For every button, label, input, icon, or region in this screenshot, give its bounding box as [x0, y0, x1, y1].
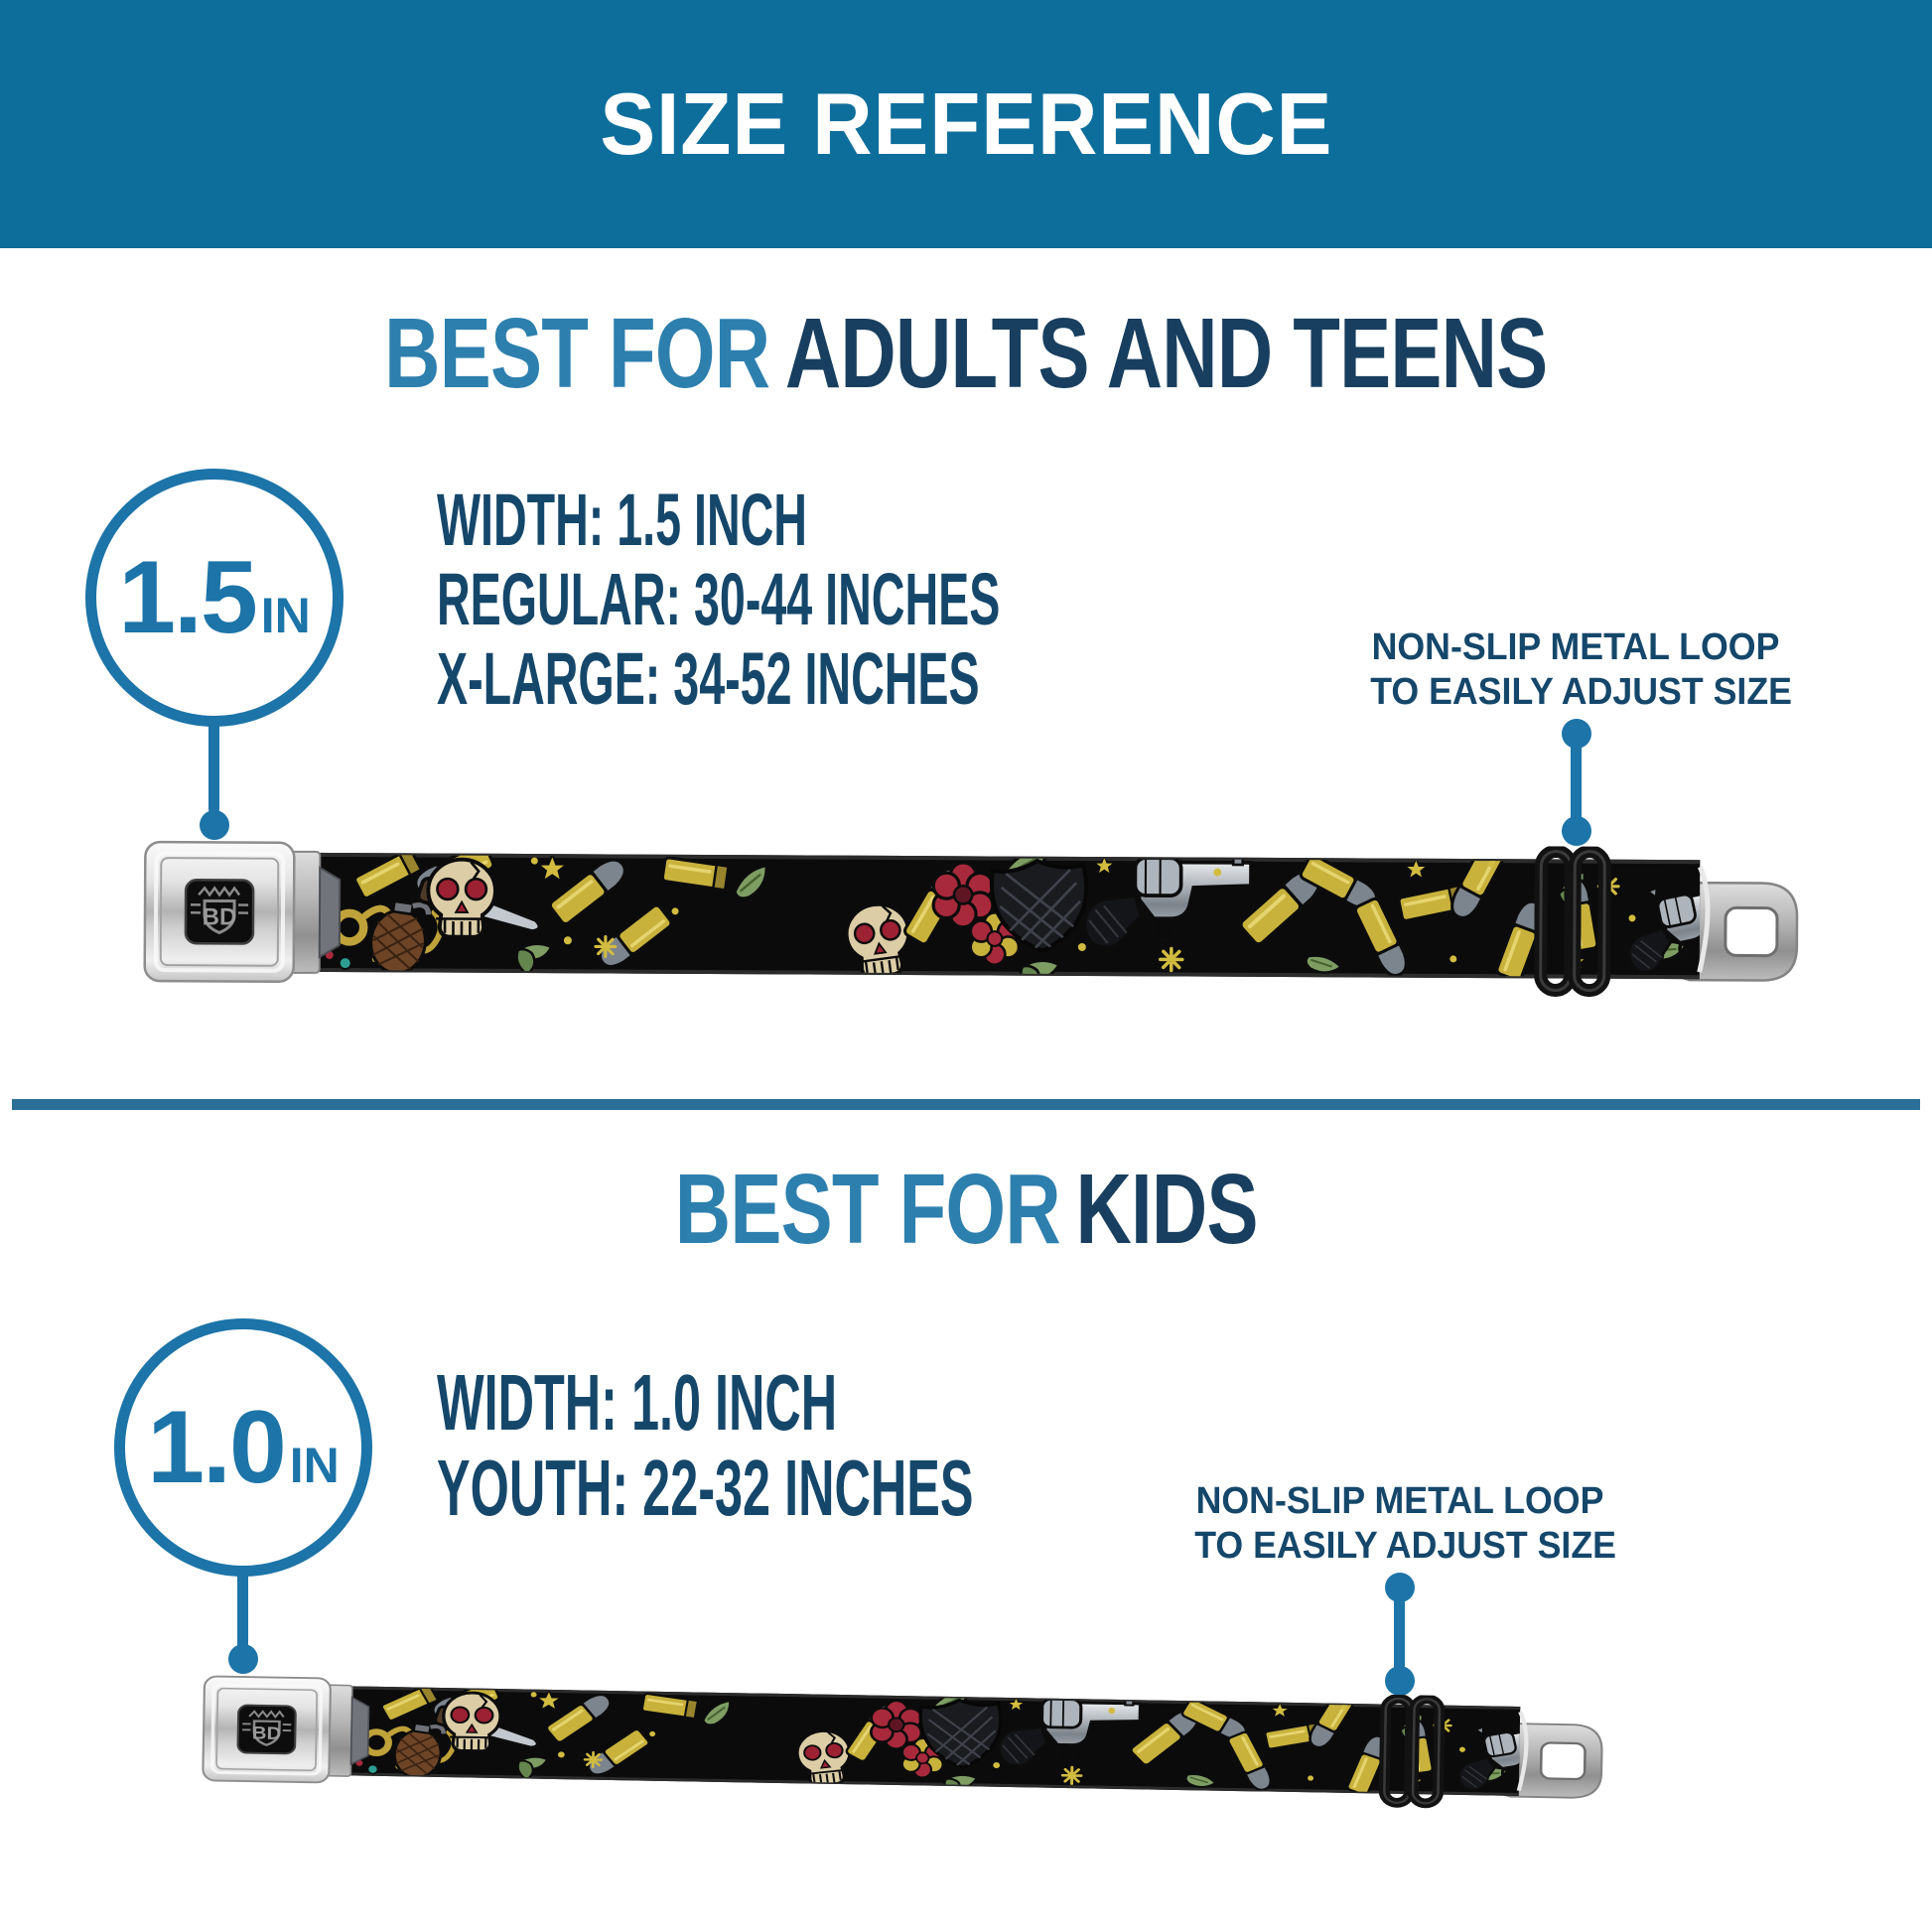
loop-callout-adults-line1: NON-SLIP METAL LOOP	[1371, 626, 1780, 668]
leader-line-kids-callout	[1394, 1592, 1405, 1676]
header-band: SIZE REFERENCE	[0, 0, 1932, 248]
loop-callout-kids: NON-SLIP METAL LOOP TO EASILY ADJUST SIZ…	[1181, 1479, 1618, 1569]
section-title-kids: BEST FOR KIDS	[0, 1160, 1932, 1259]
leader-line-kids-circle	[237, 1571, 248, 1650]
leader-dot-kids-circle	[228, 1644, 258, 1674]
adults-belt-image	[139, 839, 1808, 1007]
section-title-adults-highlight: BEST FOR	[384, 298, 770, 409]
section-divider	[12, 1099, 1920, 1110]
width-badge-adults: 1.5 IN	[85, 469, 344, 727]
width-value-adults: 1.5	[118, 539, 258, 655]
section-title-kids-rest: KIDS	[1075, 1154, 1258, 1265]
spec-youth-kids: YOUTH: 22-32 INCHES	[437, 1444, 974, 1532]
spec-xlarge-adults: X-LARGE: 34-52 INCHES	[437, 637, 980, 720]
spec-regular-adults: REGULAR: 30-44 INCHES	[437, 558, 1001, 640]
spec-width-kids: WIDTH: 1.0 INCH	[437, 1358, 838, 1447]
width-badge-adults-text: 1.5 IN	[118, 539, 311, 657]
leader-dot-adults-circle	[200, 810, 229, 840]
section-title-adults: BEST FOR ADULTS AND TEENS	[0, 304, 1932, 403]
loop-callout-adults: NON-SLIP METAL LOOP TO EASILY ADJUST SIZ…	[1357, 625, 1794, 715]
loop-callout-kids-line2: TO EASILY ADJUST SIZE	[1194, 1525, 1616, 1567]
leader-dot-kids-callout-bottom	[1385, 1666, 1415, 1696]
loop-callout-kids-line1: NON-SLIP METAL LOOP	[1195, 1480, 1604, 1522]
width-value-kids: 1.0	[147, 1389, 287, 1505]
page-title: SIZE REFERENCE	[600, 74, 1332, 173]
width-badge-kids: 1.0 IN	[114, 1318, 372, 1577]
section-title-adults-rest: ADULTS AND TEENS	[785, 298, 1548, 409]
width-badge-kids-text: 1.0 IN	[147, 1389, 340, 1507]
spec-width-adults: WIDTH: 1.5 INCH	[437, 479, 807, 561]
specs-kids: WIDTH: 1.0 INCH YOUTH: 22-32 INCHES	[437, 1360, 1289, 1531]
specs-adults: WIDTH: 1.5 INCH REGULAR: 30-44 INCHES X-…	[437, 481, 1331, 719]
leader-dot-adults-callout-bottom	[1562, 816, 1591, 846]
leader-line-adults-callout	[1571, 739, 1582, 826]
section-title-kids-highlight: BEST FOR	[674, 1154, 1061, 1265]
width-unit-adults: IN	[260, 587, 311, 643]
loop-callout-adults-line2: TO EASILY ADJUST SIZE	[1370, 671, 1792, 713]
leader-line-adults-circle	[208, 721, 219, 814]
kids-belt-image	[198, 1674, 1611, 1818]
width-unit-kids: IN	[289, 1437, 340, 1493]
